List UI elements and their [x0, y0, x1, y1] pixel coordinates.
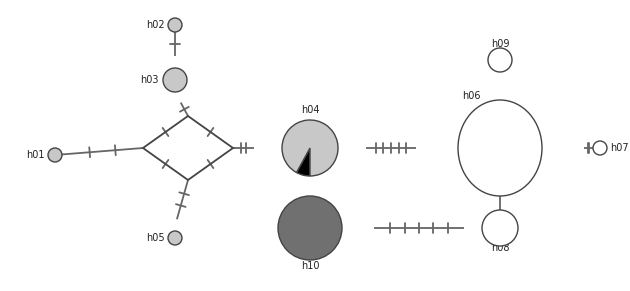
Ellipse shape — [168, 18, 182, 32]
Ellipse shape — [163, 68, 187, 92]
Ellipse shape — [458, 100, 542, 196]
Wedge shape — [297, 148, 310, 176]
Ellipse shape — [168, 231, 182, 245]
Text: h08: h08 — [491, 243, 509, 253]
Text: h05: h05 — [146, 233, 165, 243]
Text: h04: h04 — [301, 105, 319, 115]
Ellipse shape — [48, 148, 62, 162]
Text: h07: h07 — [610, 143, 629, 153]
Ellipse shape — [482, 210, 518, 246]
Legend: Cunha, Curitiba, Prudentópolis, Blumenau: Cunha, Curitiba, Prudentópolis, Blumenau — [320, 290, 587, 291]
Text: h03: h03 — [140, 75, 159, 85]
Ellipse shape — [593, 141, 607, 155]
Ellipse shape — [278, 196, 342, 260]
Ellipse shape — [488, 48, 512, 72]
Text: h06: h06 — [462, 91, 481, 101]
Text: h01: h01 — [26, 150, 45, 160]
Text: h02: h02 — [146, 20, 165, 30]
Text: h10: h10 — [301, 261, 319, 271]
Text: h09: h09 — [491, 39, 509, 49]
Wedge shape — [282, 120, 338, 176]
